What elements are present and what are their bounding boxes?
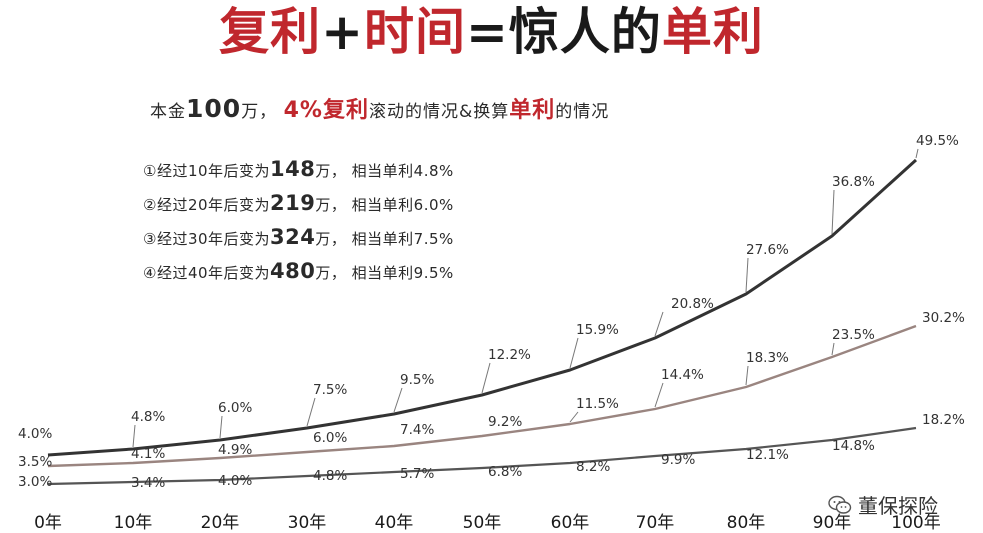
note-amount: 148: [270, 157, 316, 181]
data-label: 4.8%: [131, 409, 165, 425]
title-amazing: 惊人的: [508, 3, 662, 61]
data-label: 4.9%: [218, 442, 252, 458]
title-plus: +: [321, 3, 364, 61]
subtitle-mid: 滚动的情况&换算: [368, 102, 510, 122]
series-line-1: [47, 324, 917, 468]
title-equals: =: [466, 3, 509, 61]
watermark-text: 董保探险: [858, 494, 938, 518]
label-leader: [306, 397, 316, 427]
note-tail: 万， 相当单利6.0%: [315, 196, 454, 214]
x-tick-label: 70年: [636, 513, 675, 533]
data-label: 12.1%: [746, 447, 789, 463]
data-label: 18.3%: [746, 350, 789, 366]
subtitle-simple: 单利: [509, 98, 556, 123]
data-label: 9.5%: [400, 372, 434, 388]
data-label: 14.8%: [832, 438, 875, 454]
note-item: ②经过20年后变为219万， 相当单利6.0%: [143, 186, 454, 220]
x-tick-label: 80年: [727, 513, 766, 533]
data-label: 5.7%: [400, 466, 434, 482]
note-tail: 万， 相当单利9.5%: [315, 264, 454, 282]
data-label: 27.6%: [746, 242, 789, 258]
data-label: 49.5%: [916, 133, 959, 149]
label-leader: [569, 411, 579, 423]
data-label: 18.2%: [922, 412, 965, 428]
data-label: 3.4%: [131, 475, 165, 491]
note-lead: ③经过30年后变为: [143, 230, 271, 248]
x-tick-label: 60年: [551, 513, 590, 533]
page-title: 复利+时间=惊人的单利: [0, 2, 983, 62]
label-leader: [654, 311, 664, 337]
wechat-icon: [828, 495, 852, 514]
data-label: 3.5%: [18, 454, 52, 470]
data-label: 7.4%: [400, 422, 434, 438]
x-tick-label: 50年: [463, 513, 502, 533]
x-tick-label: 0年: [34, 513, 62, 533]
watermark: 董保探险: [828, 490, 938, 519]
data-label: 4.0%: [18, 426, 52, 442]
data-label: 14.4%: [661, 367, 704, 383]
label-leader: [745, 257, 749, 293]
data-label: 4.8%: [313, 468, 347, 484]
notes-list: ①经过10年后变为148万， 相当单利4.8% ②经过20年后变为219万， 相…: [143, 152, 454, 288]
series-line-2: [47, 426, 917, 486]
note-item: ①经过10年后变为148万， 相当单利4.8%: [143, 152, 454, 186]
label-leader: [481, 362, 491, 394]
data-label: 11.5%: [576, 396, 619, 412]
chart-subtitle: 本金100万， 4%复利滚动的情况&换算单利的情况: [150, 92, 609, 124]
series-line-0: [47, 158, 918, 457]
data-label: 23.5%: [832, 327, 875, 343]
x-tick-label: 30年: [288, 513, 327, 533]
x-tick-label: 90年: [813, 513, 852, 533]
data-label: 3.0%: [18, 474, 52, 490]
subtitle-principal: 100: [186, 94, 242, 123]
note-lead: ①经过10年后变为: [143, 162, 271, 180]
data-label: 12.2%: [488, 347, 531, 363]
data-label: 6.0%: [218, 400, 252, 416]
note-lead: ④经过40年后变为: [143, 264, 271, 282]
subtitle-prefix: 本金: [150, 102, 186, 122]
note-item: ③经过30年后变为324万， 相当单利7.5%: [143, 220, 454, 254]
note-lead: ②经过20年后变为: [143, 196, 271, 214]
label-leader: [831, 189, 835, 235]
subtitle-unit: 万，: [241, 102, 278, 122]
label-leader: [393, 387, 403, 413]
data-label: 4.1%: [131, 446, 165, 462]
x-tick-label: 20年: [201, 513, 240, 533]
label-leader: [569, 337, 579, 369]
data-label: 6.0%: [313, 430, 347, 446]
note-amount: 324: [270, 225, 316, 249]
note-amount: 480: [270, 259, 316, 283]
data-label: 36.8%: [832, 174, 875, 190]
label-leader: [745, 365, 749, 386]
note-amount: 219: [270, 191, 316, 215]
data-label: 9.2%: [488, 414, 522, 430]
data-label: 6.8%: [488, 464, 522, 480]
title-simple: 单利: [661, 3, 764, 61]
data-label: 4.0%: [218, 473, 252, 489]
label-leader: [831, 342, 835, 356]
x-tick-label: 40年: [375, 513, 414, 533]
x-tick-label: 10年: [114, 513, 153, 533]
label-leader: [132, 424, 136, 448]
title-compound: 复利: [219, 3, 322, 61]
data-label: 15.9%: [576, 322, 619, 338]
label-leader: [219, 415, 223, 439]
title-time: 时间: [364, 3, 466, 61]
data-label: 7.5%: [313, 382, 347, 398]
subtitle-rate: 4%复利: [283, 98, 369, 123]
subtitle-suffix: 的情况: [555, 102, 610, 122]
label-leader: [915, 148, 919, 159]
note-item: ④经过40年后变为480万， 相当单利9.5%: [143, 254, 454, 288]
data-label: 20.8%: [671, 296, 714, 312]
data-label: 8.2%: [576, 459, 610, 475]
note-tail: 万， 相当单利4.8%: [315, 162, 454, 180]
x-tick-label: 100年: [891, 513, 940, 533]
label-leader: [654, 382, 664, 408]
note-tail: 万， 相当单利7.5%: [315, 230, 454, 248]
data-label: 30.2%: [922, 310, 965, 326]
data-label: 9.9%: [661, 452, 695, 468]
